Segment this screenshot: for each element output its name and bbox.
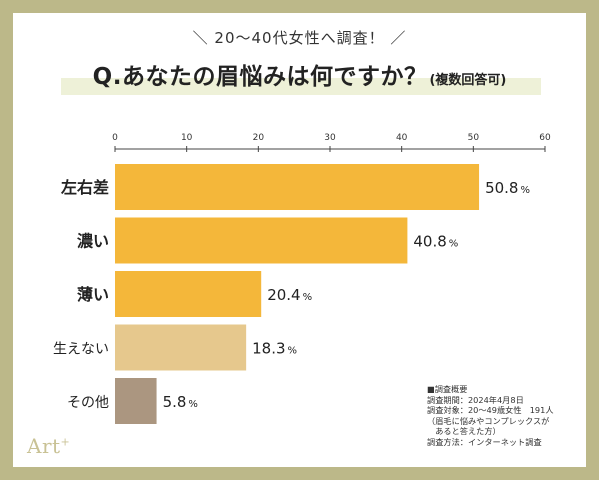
x-tick-label: 20 [253, 133, 265, 143]
notes-heading: ■調査概要 [427, 384, 468, 394]
data-label: 20.4% [267, 286, 312, 304]
category-label: 生えない [53, 342, 109, 358]
data-label: 18.3% [252, 340, 297, 358]
notes-line: （眉毛に悩みやコンプレックスが [427, 415, 550, 426]
data-label-unit: % [520, 185, 530, 196]
category-label: その他 [67, 395, 109, 411]
brand-logo: Art+ [27, 434, 70, 458]
data-label-unit: % [449, 239, 459, 250]
bar [115, 324, 247, 371]
notes-line: 調査方法：インターネット調査 [427, 436, 542, 447]
x-tick-label: 10 [181, 133, 193, 143]
survey-notes: ■調査概要 調査期間：2024年4月8日 調査対象：20〜49歳女性 191人 … [427, 384, 554, 448]
data-label: 40.8% [413, 233, 458, 251]
x-tick-label: 0 [112, 133, 118, 143]
data-label-unit: % [288, 346, 298, 357]
title-highlight [61, 78, 541, 95]
bar [115, 164, 480, 210]
bar [115, 271, 262, 317]
logo-plus: + [60, 435, 71, 449]
data-label-unit: % [303, 292, 313, 303]
logo-text: Art [27, 434, 61, 458]
notes-line: 調査期間：2024年4月8日 [427, 394, 524, 405]
x-tick-label: 30 [324, 133, 336, 143]
survey-subtitle: ＼ 20〜40代女性へ調査！ ／ [192, 29, 407, 47]
x-tick-label: 40 [396, 133, 408, 143]
category-label: 薄い [77, 285, 109, 304]
notes-line: 調査対象：20〜49歳女性 191人 [427, 405, 554, 416]
x-tick-label: 50 [468, 133, 480, 143]
x-tick-label: 60 [539, 133, 551, 143]
title-question: Q.あなたの眉悩みは何ですか？ [92, 64, 428, 90]
data-label: 50.8% [485, 179, 530, 197]
title-note: (複数回答可) [429, 73, 507, 88]
data-label: 5.8% [163, 393, 198, 411]
notes-line: あると答えた方） [427, 426, 501, 437]
category-label: 左右差 [60, 178, 109, 197]
bar [115, 217, 408, 264]
data-label-unit: % [188, 399, 198, 410]
bar [115, 378, 157, 424]
chart-title: Q.あなたの眉悩みは何ですか？ (複数回答可) [0, 57, 599, 91]
category-label: 濃い [77, 232, 109, 251]
